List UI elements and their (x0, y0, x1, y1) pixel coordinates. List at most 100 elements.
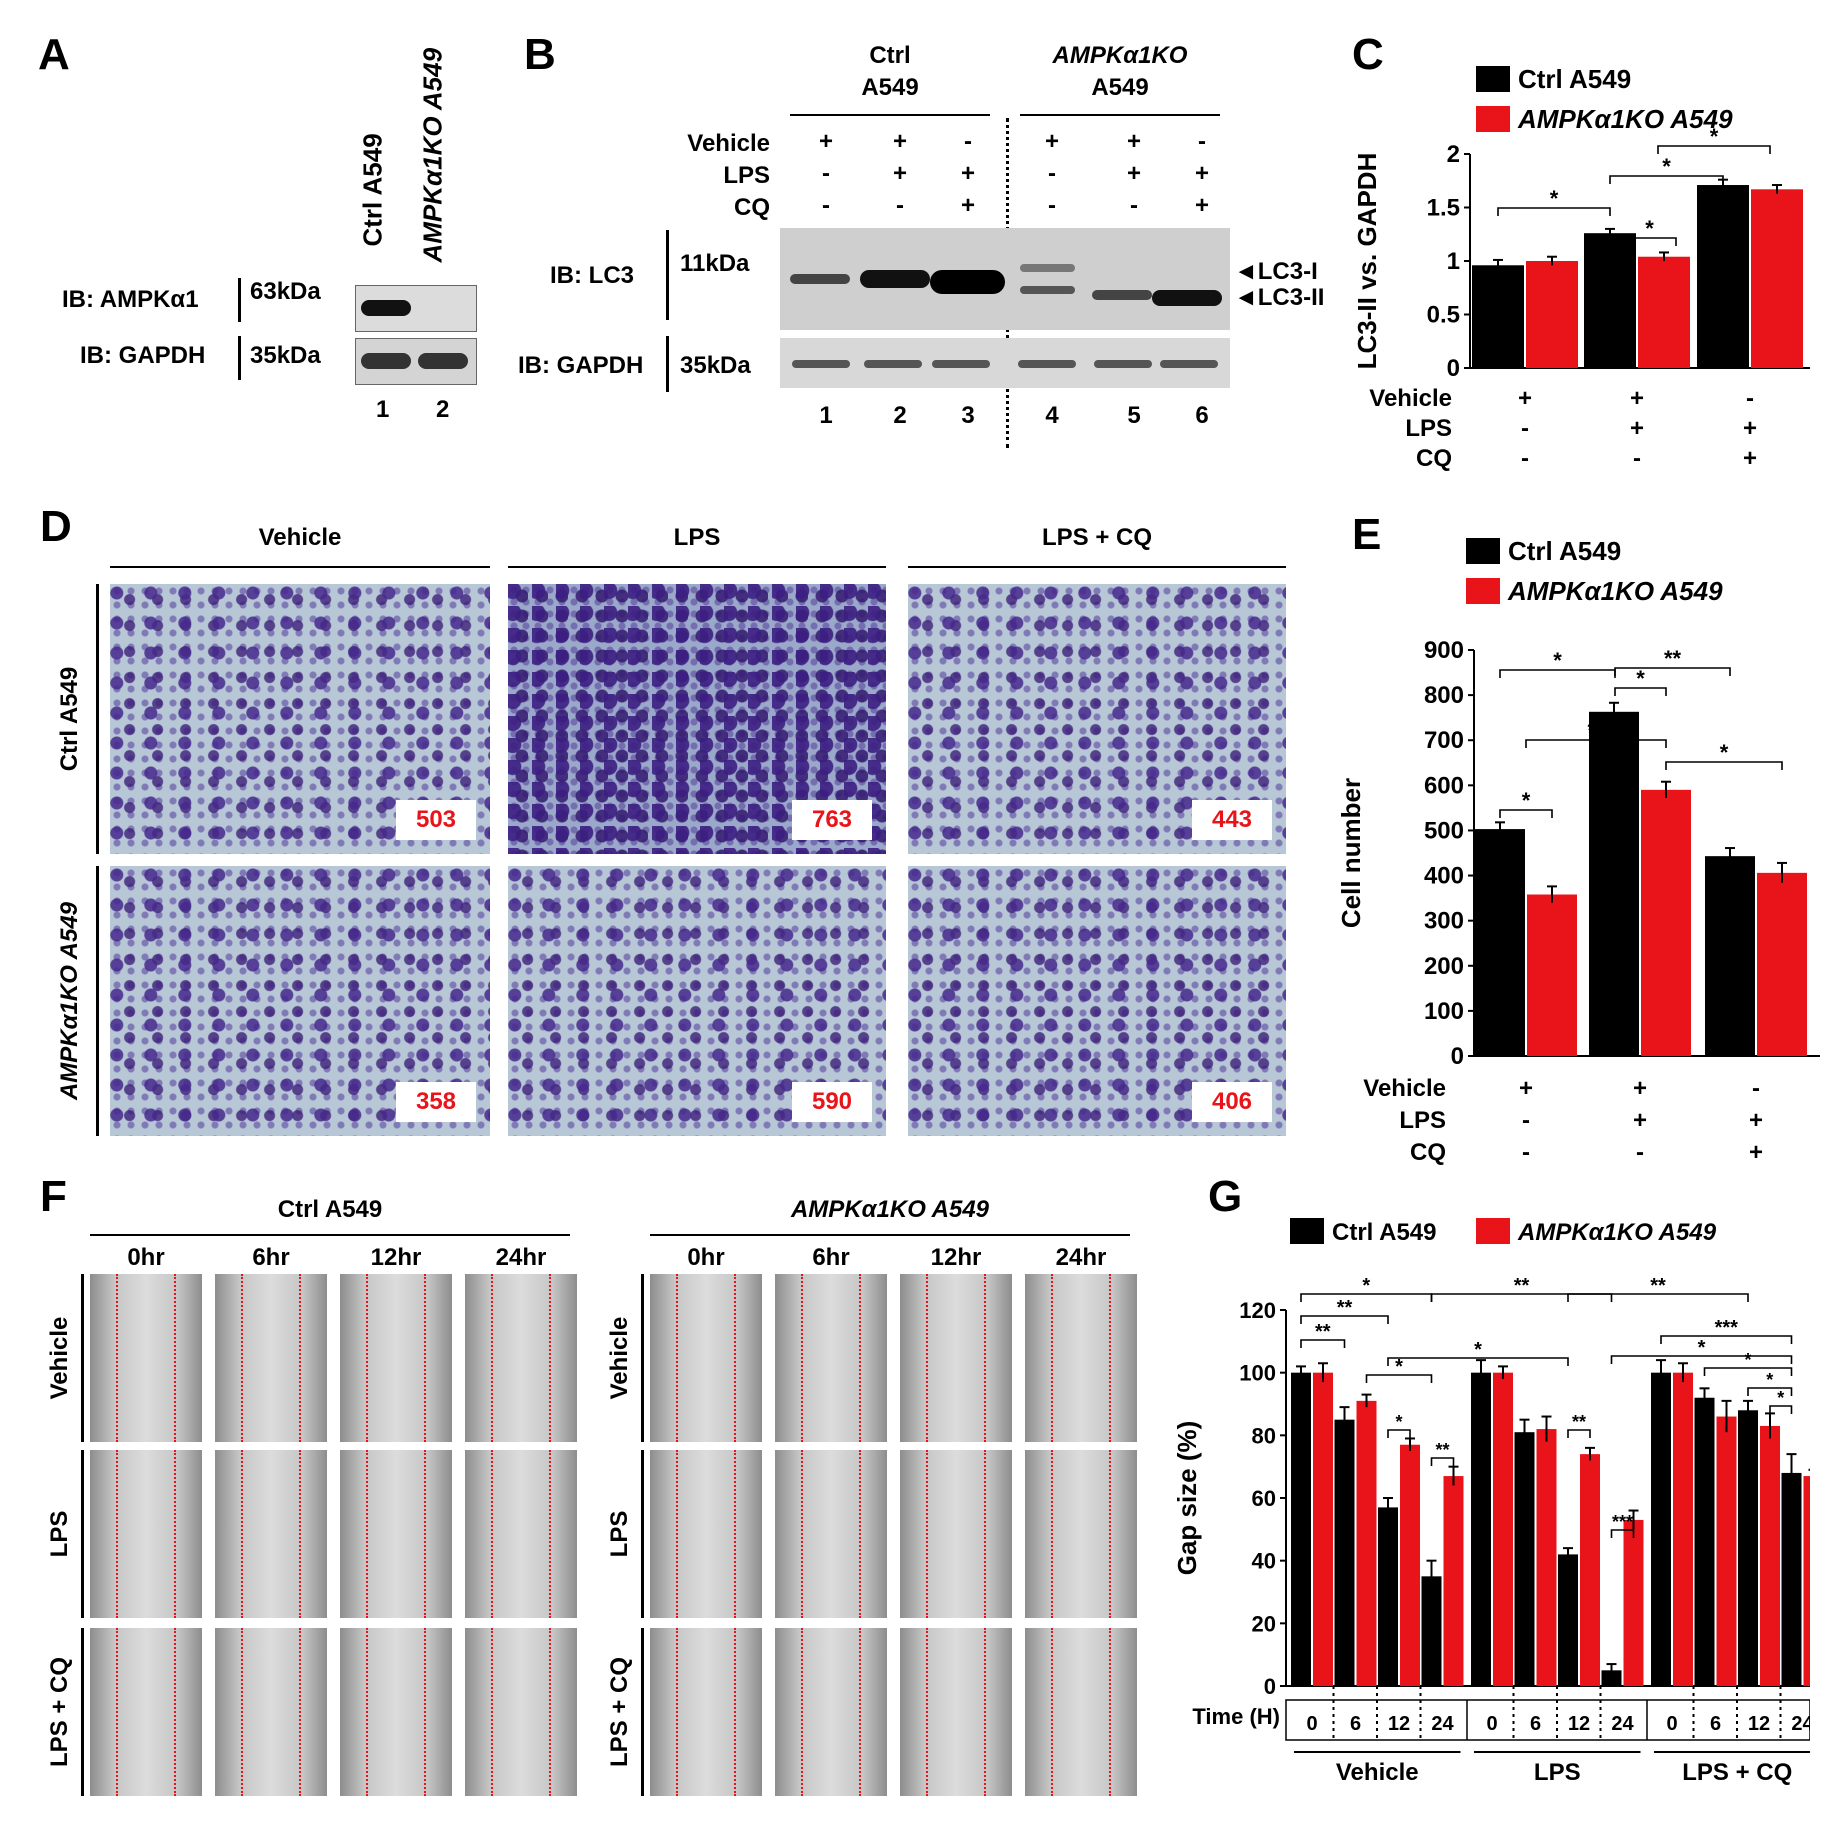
treatment-label: CQ (1416, 445, 1452, 472)
significance-label: ** (1587, 718, 1605, 743)
time-label: 24 (1791, 1713, 1810, 1735)
legend-label: AMPKα1KO A549 (1517, 1219, 1717, 1246)
treatment-sign: + (1194, 192, 1209, 219)
y-axis-label: Cell number (1336, 778, 1366, 928)
legend-label: AMPKα1KO A549 (1507, 576, 1723, 606)
band (1020, 286, 1075, 294)
y-tick-label: 900 (1424, 637, 1464, 664)
gap-edge-line (801, 1628, 803, 1796)
gap-edge-line (174, 1450, 176, 1618)
row-label: AMPKα1KO A549 (56, 901, 83, 1101)
wound-image (90, 1628, 202, 1796)
treatment-sign: - (1048, 192, 1056, 219)
panel-label-e: E (1352, 510, 1382, 559)
significance-label: * (1474, 1339, 1482, 1361)
y-tick-label: 40 (1252, 1549, 1276, 1574)
group-label: Vehicle (1336, 1759, 1419, 1786)
lane-number-1: 1 (376, 396, 390, 423)
wound-image (650, 1450, 762, 1618)
wound-image (340, 1628, 452, 1796)
treatment-sign: + (1126, 128, 1141, 155)
divider (96, 584, 99, 854)
gap-edge-line (116, 1274, 118, 1442)
wound-image (775, 1274, 887, 1442)
bar (1421, 1576, 1442, 1686)
panel-label-g: G (1208, 1172, 1243, 1221)
significance-label: * (1550, 186, 1559, 211)
gap-edge-line (859, 1450, 861, 1618)
gap-edge-line (926, 1628, 928, 1796)
significance-bracket (1430, 1293, 1613, 1302)
divider (666, 336, 669, 392)
legend-label: Ctrl A549 (1332, 1219, 1436, 1246)
bar (1803, 1476, 1810, 1686)
group-label: LPS (1534, 1759, 1581, 1786)
bar (1738, 1410, 1758, 1686)
divider (81, 1450, 84, 1618)
bar (1716, 1416, 1737, 1686)
bar (1760, 1425, 1780, 1686)
ib-ampk-label: IB: AMPKα1 (62, 286, 199, 313)
legend-swatch (1466, 538, 1500, 564)
treatment-sign: + (1633, 1107, 1647, 1134)
blot-gapdh-a (355, 338, 477, 385)
treatment-label: CQ (1410, 1139, 1446, 1166)
y-axis-label: LC3-II vs. GAPDH (1352, 153, 1382, 370)
y-tick-label: 100 (1239, 1361, 1276, 1386)
significance-label: * (1698, 1337, 1706, 1359)
cell-count: 503 (396, 800, 476, 840)
row-label: Vehicle (606, 1316, 633, 1400)
row-label: LPS (46, 1510, 73, 1558)
y-tick-label: 0 (1451, 1043, 1464, 1070)
lane-label-ko: AMPKα1KO A549 (417, 47, 448, 263)
band (361, 300, 411, 316)
significance-bracket (1660, 1335, 1793, 1344)
divider (96, 866, 99, 1136)
treatment-sign: + (1194, 160, 1209, 187)
legend-swatch (1476, 106, 1510, 132)
treatment-sign: - (1633, 445, 1641, 472)
gap-edge-line (1051, 1628, 1053, 1796)
significance-label: ** (1435, 1440, 1449, 1460)
time-header: 12hr (370, 1244, 422, 1271)
divider (81, 1628, 84, 1796)
divider (908, 566, 1286, 568)
gap-edge-line (366, 1274, 368, 1442)
divider (508, 566, 886, 568)
gap-edge-line (984, 1450, 986, 1618)
bar (1638, 256, 1690, 368)
band (932, 360, 990, 368)
row-label: LPS + CQ (46, 1656, 73, 1768)
y-tick-label: 200 (1424, 953, 1464, 980)
treatment-label: LPS (1405, 415, 1452, 442)
y-tick-label: 1 (1447, 248, 1460, 275)
gap-edge-line (299, 1628, 301, 1796)
wound-image (465, 1628, 577, 1796)
time-row-box (1285, 1699, 1810, 1741)
band (418, 353, 468, 369)
x-axis-label: Time (H) (1192, 1704, 1280, 1729)
treatment-sign: - (1521, 445, 1529, 472)
treatment-sign: + (1044, 128, 1059, 155)
gap-edge-line (1109, 1450, 1111, 1618)
micrograph: 443 (908, 584, 1286, 854)
significance-bracket (1703, 1367, 1793, 1376)
treatment-sign: - (1048, 160, 1056, 187)
treatment-sign: + (1126, 160, 1141, 187)
group-ko-l2: A549 (1091, 74, 1149, 101)
time-label: 12 (1568, 1713, 1590, 1735)
band (1018, 360, 1076, 368)
divider (650, 1234, 1130, 1236)
gap-edge-line (424, 1628, 426, 1796)
lane-label-ctrl: Ctrl A549 (357, 133, 388, 247)
significance-bracket (1657, 145, 1771, 154)
bar (1641, 789, 1691, 1056)
significance-bracket (1497, 207, 1611, 216)
significance-label: * (1710, 124, 1719, 149)
significance-bracket (1614, 667, 1731, 676)
group-header: AMPKα1KO A549 (790, 1196, 990, 1223)
time-label: 12 (1388, 1713, 1410, 1735)
bar (1472, 265, 1524, 368)
cell-count: 358 (396, 1082, 476, 1122)
treatment-vehicle-b: Vehicle (687, 130, 770, 157)
